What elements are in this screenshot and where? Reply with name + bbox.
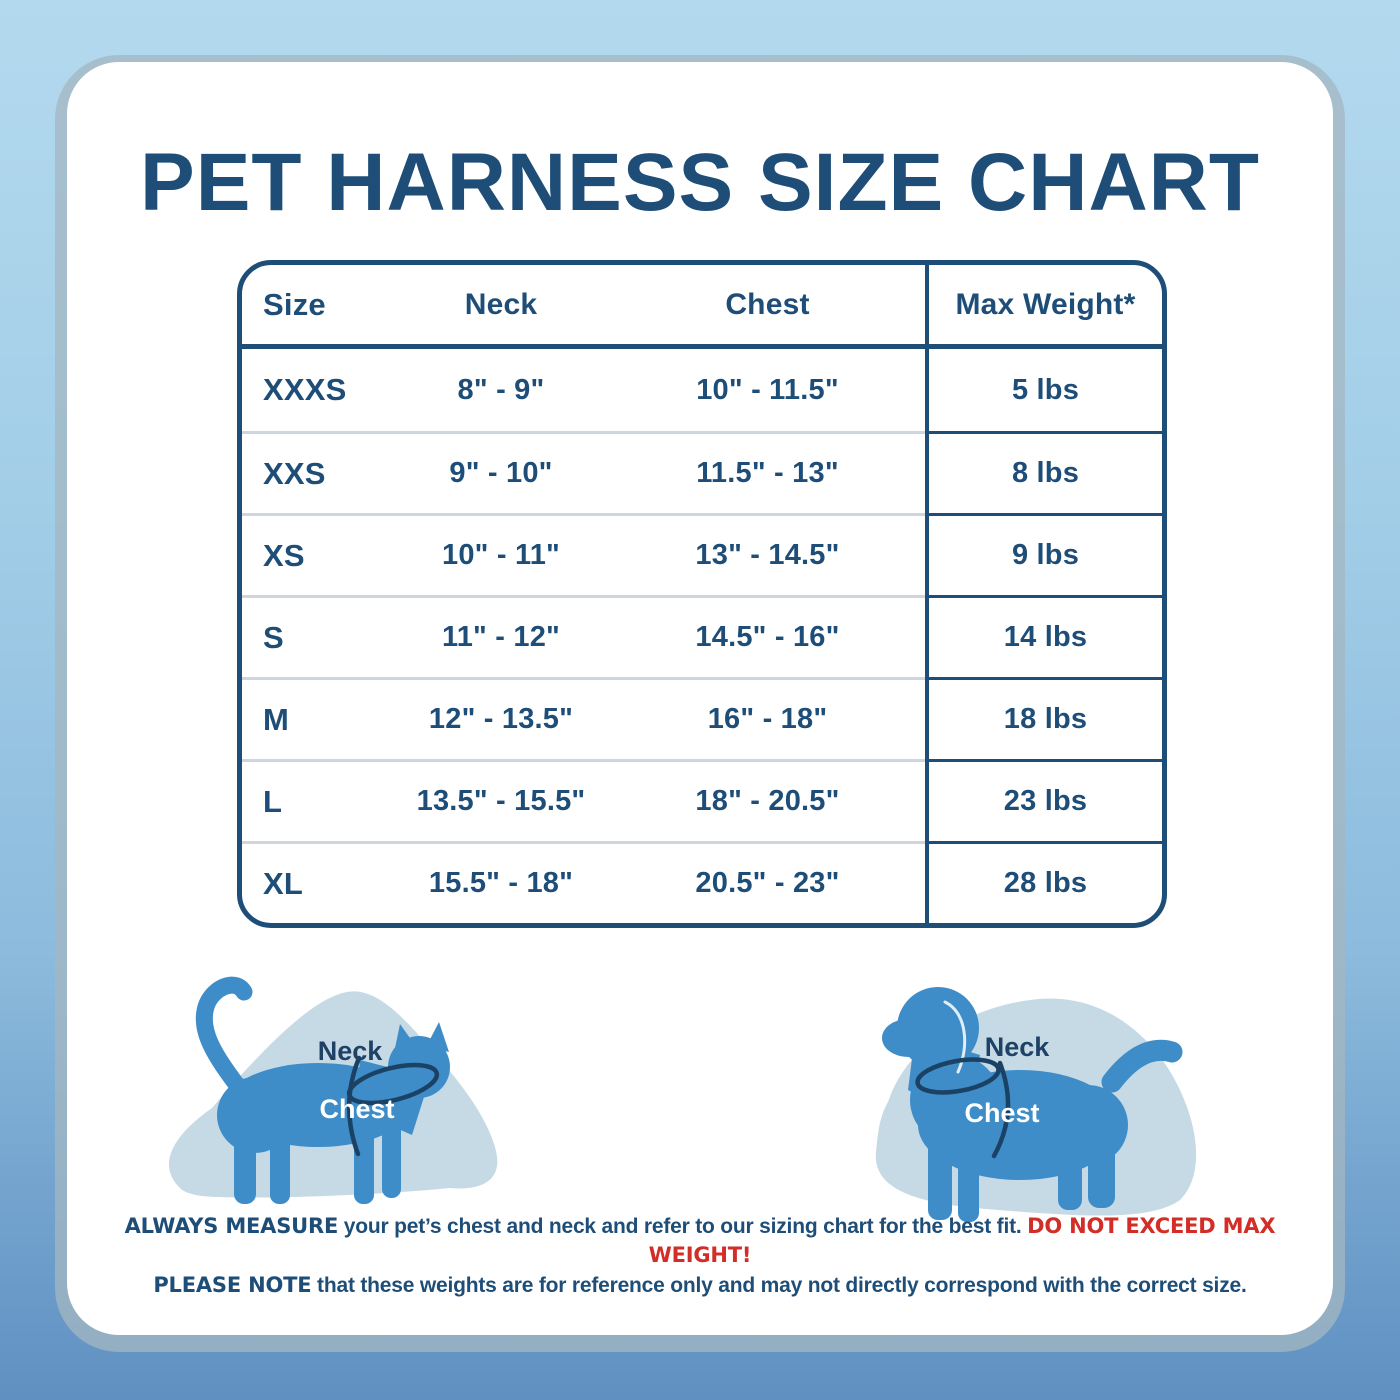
cell-neck: 12" - 13.5" (392, 677, 610, 759)
cell-neck: 13.5" - 15.5" (392, 759, 610, 841)
cell-max_weight: 5 lbs (925, 349, 1162, 431)
table-row-m: M 12" - 13.5" 16" - 18" 18 lbs (242, 677, 1162, 759)
cell-max_weight: 9 lbs (925, 513, 1162, 595)
cell-chest: 16" - 18" (610, 677, 925, 759)
cell-chest: 14.5" - 16" (610, 595, 925, 677)
dog-ear-outline (943, 1000, 967, 1074)
table-header-row: Size Neck Chest Max Weight* (242, 265, 1162, 349)
always-measure-label: ALWAYS MEASURE (124, 1213, 339, 1238)
cell-chest: 10" - 11.5" (696, 373, 839, 406)
cell-max_weight: 8 lbs (925, 431, 1162, 513)
header-size: Size (263, 286, 326, 322)
cell-chest: 11.5" - 13" (610, 431, 925, 513)
table-row-s: S 11" - 12" 14.5" - 16" 14 lbs (242, 595, 1162, 677)
table-row-xxxs: XXXS 8" - 9" 10" - 11.5" 5 lbs (242, 349, 1162, 431)
header-chest: Chest (725, 287, 810, 321)
cell-neck: 9" - 10" (392, 431, 610, 513)
cell-neck: 8" - 9" (457, 373, 545, 406)
size-chart-table: Size Neck Chest Max Weight* XXXS 8" - 9" 1… (237, 260, 1167, 928)
cell-size: XXXS (263, 372, 347, 407)
cell-neck: 10" - 11" (392, 513, 610, 595)
footer-line1-text: your pet’s chest and neck and refer to o… (338, 1214, 1028, 1238)
chart-card: PET HARNESS SIZE CHART Size Neck Chest M… (67, 62, 1333, 1335)
cell-max_weight: 23 lbs (925, 759, 1162, 841)
footer-line2-text: that these weights are for reference onl… (311, 1274, 1247, 1298)
cat-silhouette (195, 976, 450, 1204)
dog-illustration: Neck Chest (875, 987, 1197, 1222)
cell-size: XL (242, 841, 392, 923)
dog-neck-measure-ring (915, 1057, 1001, 1095)
table-row-l: L 13.5" - 15.5" 18" - 20.5" 23 lbs (242, 759, 1162, 841)
cat-illustration: Neck Chest (168, 976, 498, 1204)
dog-chest-measure-line (991, 1060, 1011, 1159)
please-note-label: PLEASE NOTE (153, 1273, 312, 1298)
cell-max_weight: 14 lbs (925, 595, 1162, 677)
dog-neck-label: Neck (985, 1032, 1051, 1062)
cell-size: M (242, 677, 392, 759)
page-title: PET HARNESS SIZE CHART (140, 137, 1260, 228)
cat-measurement-diagram: Neck Chest (150, 950, 620, 1250)
table-row-xxs: XXS 9" - 10" 11.5" - 13" 8 lbs (242, 431, 1162, 513)
table-row-xs: XS 10" - 11" 13" - 14.5" 9 lbs (242, 513, 1162, 595)
footer-note: ALWAYS MEASURE your pet’s chest and neck… (90, 1212, 1310, 1301)
cell-max_weight: 28 lbs (925, 841, 1162, 923)
table-row-xl: XL 15.5" - 18" 20.5" - 23" 28 lbs (242, 841, 1162, 923)
dog-measurement-diagram: Neck Chest (820, 950, 1290, 1250)
cat-neck-label: Neck (318, 1036, 384, 1066)
cell-size: XXS (242, 431, 392, 513)
cell-chest: 13" - 14.5" (610, 513, 925, 595)
cat-chest-measure-line (346, 1055, 362, 1157)
cell-chest: 18" - 20.5" (610, 759, 925, 841)
dog-chest-label: Chest (964, 1098, 1039, 1128)
header-neck: Neck (464, 287, 538, 321)
cell-max_weight: 18 lbs (925, 677, 1162, 759)
max-weight-warning: DO NOT EXCEED MAX WEIGHT! (648, 1213, 1276, 1268)
cell-neck: 11" - 12" (392, 595, 610, 677)
cell-size: XS (242, 513, 392, 595)
cell-neck: 15.5" - 18" (392, 841, 610, 923)
cell-chest: 20.5" - 23" (610, 841, 925, 923)
cell-size: L (242, 759, 392, 841)
cell-size: S (242, 595, 392, 677)
cat-chest-label: Chest (319, 1094, 394, 1124)
header-max-weight: Max Weight* (925, 265, 1162, 344)
